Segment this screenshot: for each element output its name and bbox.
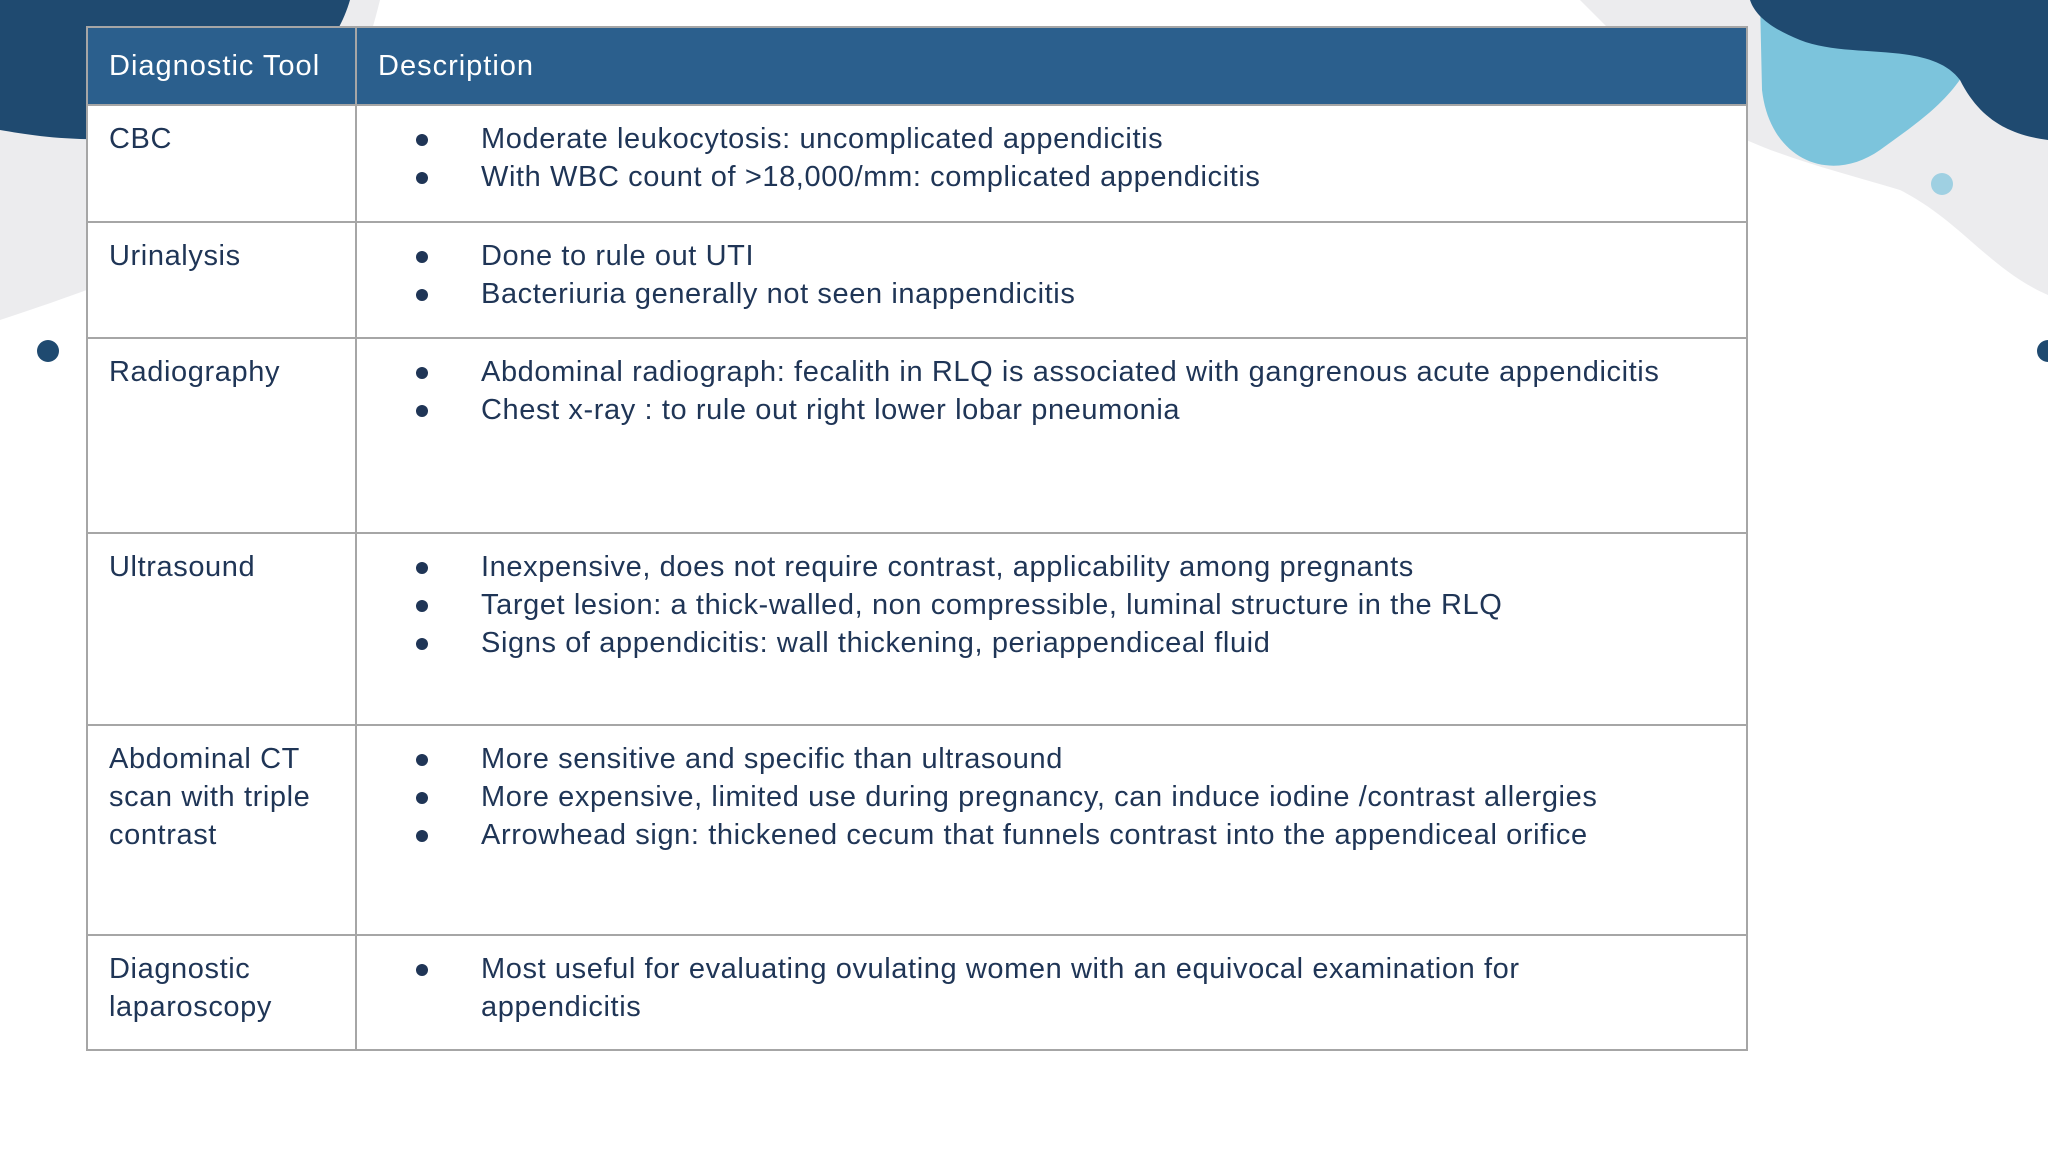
tool-cell: Radiography bbox=[86, 337, 357, 534]
header-cell: Description bbox=[355, 26, 1748, 106]
description-cell: Abdominal radiograph: fecalith in RLQ is… bbox=[355, 337, 1748, 534]
description-cell: Inexpensive, does not require contrast, … bbox=[355, 532, 1748, 726]
description-cell: Moderate leukocytosis: uncomplicated app… bbox=[355, 104, 1748, 223]
bullet-item: More sensitive and specific than ultraso… bbox=[357, 740, 1726, 778]
table-body: CBC Moderate leukocytosis: uncomplicated … bbox=[86, 104, 1748, 1051]
table-row: Urinalysis Done to rule out UTI Bacteriuri… bbox=[86, 221, 1748, 339]
bullet-item: Arrowhead sign: thickened cecum that fun… bbox=[357, 816, 1726, 854]
table-row: Radiography Abdominal radiograph: fecalit… bbox=[86, 337, 1748, 534]
description-cell: More sensitive and specific than ultraso… bbox=[355, 724, 1748, 936]
tool-cell: Abdominal CT scan with triple contrast bbox=[86, 724, 357, 936]
bullet-item: Moderate leukocytosis: uncomplicated app… bbox=[357, 120, 1726, 158]
bullet-item: Signs of appendicitis: wall thickening, … bbox=[357, 624, 1726, 662]
bullet-item: More expensive, limited use during pregn… bbox=[357, 778, 1726, 816]
table-row: Ultrasound Inexpensive, does not require … bbox=[86, 532, 1748, 726]
header-cell: Diagnostic Tool bbox=[86, 26, 357, 106]
table-row: CBC Moderate leukocytosis: uncomplicated … bbox=[86, 104, 1748, 223]
bullet-item: Chest x-ray : to rule out right lower lo… bbox=[357, 391, 1726, 429]
bullet-item: Done to rule out UTI bbox=[357, 237, 1726, 275]
bullet-item: Abdominal radiograph: fecalith in RLQ is… bbox=[357, 353, 1726, 391]
table-row: Diagnostic laparoscopy Most useful for ev… bbox=[86, 934, 1748, 1051]
tool-cell: CBC bbox=[86, 104, 357, 223]
bullet-item: With WBC count of >18,000/mm: complicate… bbox=[357, 158, 1726, 196]
diagnostic-table: Diagnostic Tool Description CBC Moderate … bbox=[86, 26, 1748, 1051]
tool-cell: Diagnostic laparoscopy bbox=[86, 934, 357, 1051]
bullet-item: Bacteriuria generally not seen inappendi… bbox=[357, 275, 1726, 313]
bullet-item: Target lesion: a thick-walled, non compr… bbox=[357, 586, 1726, 624]
bullet-item: Most useful for evaluating ovulating wom… bbox=[357, 950, 1726, 1026]
header-row: Diagnostic Tool Description bbox=[86, 26, 1748, 106]
description-cell: Done to rule out UTI Bacteriuria generall… bbox=[355, 221, 1748, 339]
table-row: Abdominal CT scan with triple contrast Mo… bbox=[86, 724, 1748, 936]
tool-cell: Ultrasound bbox=[86, 532, 357, 726]
tool-cell: Urinalysis bbox=[86, 221, 357, 339]
description-cell: Most useful for evaluating ovulating wom… bbox=[355, 934, 1748, 1051]
bullet-item: Inexpensive, does not require contrast, … bbox=[357, 548, 1726, 586]
